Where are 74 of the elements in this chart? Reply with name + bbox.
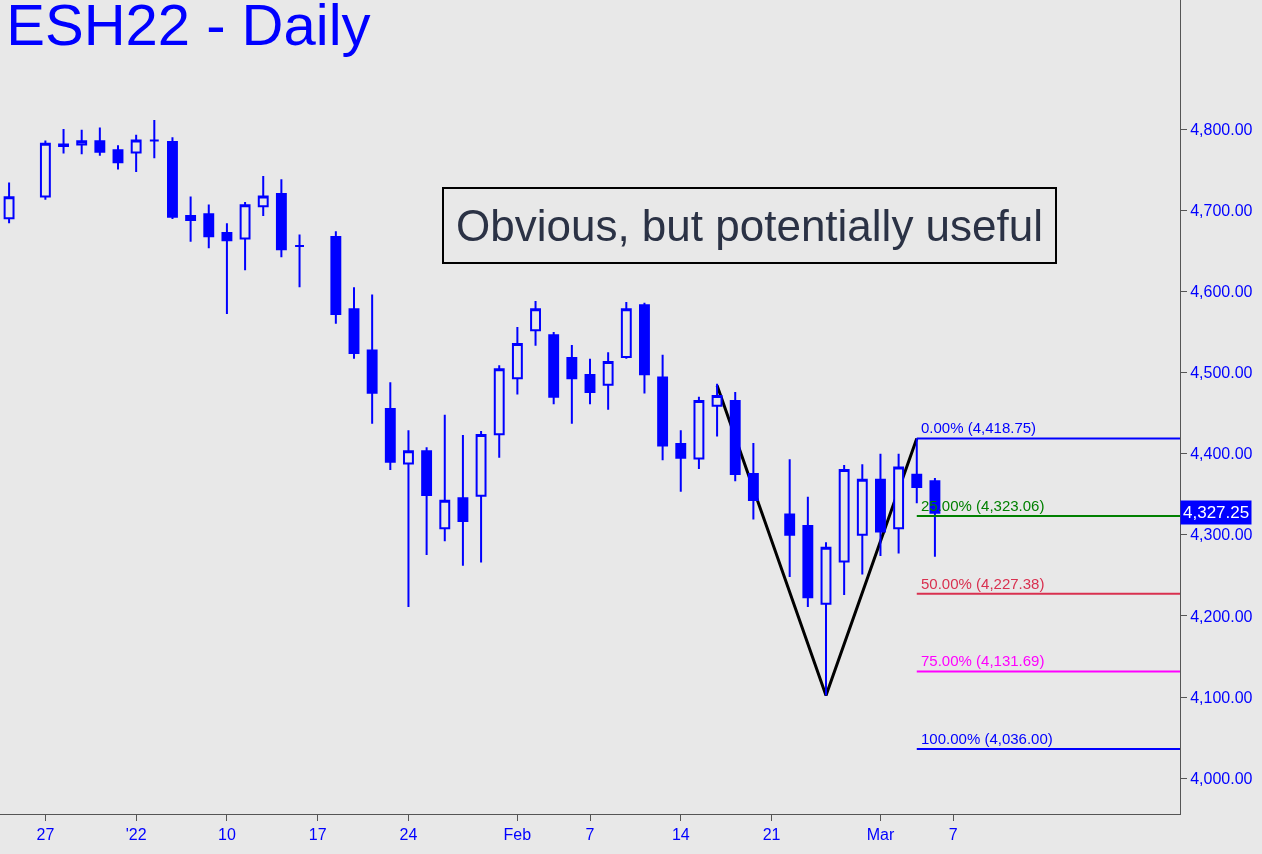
y-tick-label: 4,000.00 bbox=[1190, 769, 1253, 787]
ref-line-label: 50.00% (4,227.38) bbox=[921, 575, 1045, 592]
candlestick bbox=[403, 429, 414, 609]
candlestick bbox=[76, 128, 88, 156]
candlestick bbox=[893, 452, 905, 555]
candlestick bbox=[330, 230, 342, 325]
x-tick-label: 21 bbox=[762, 826, 781, 844]
candlestick bbox=[130, 133, 142, 174]
y-tick-label: 4,200.00 bbox=[1190, 607, 1253, 625]
candlestick bbox=[511, 326, 523, 396]
candlestick bbox=[475, 429, 487, 564]
text: 4,327.25 bbox=[1183, 503, 1250, 522]
candlestick bbox=[747, 442, 759, 521]
candlestick bbox=[112, 144, 124, 171]
candlestick bbox=[802, 495, 814, 609]
candlestick bbox=[856, 463, 868, 576]
candlestick bbox=[421, 446, 433, 557]
candlestick bbox=[620, 300, 632, 360]
candlestick bbox=[820, 541, 832, 697]
y-tick-label: 4,400.00 bbox=[1190, 445, 1253, 463]
candlestick bbox=[58, 128, 69, 155]
candlestick bbox=[39, 139, 51, 201]
candlestick bbox=[148, 119, 160, 160]
candlestick bbox=[275, 178, 287, 259]
ref-line-label: 0.00% (4,418.75) bbox=[921, 419, 1037, 436]
candlestick bbox=[693, 395, 705, 471]
candlestick bbox=[384, 381, 396, 471]
candlestick bbox=[203, 203, 215, 250]
ref-line-label: 100.00% (4,036.00) bbox=[921, 730, 1053, 747]
x-tick-label: '22 bbox=[125, 826, 147, 844]
candlestick bbox=[493, 364, 505, 459]
candlestick bbox=[711, 382, 723, 438]
candlestick bbox=[94, 126, 106, 157]
y-tick-label: 4,600.00 bbox=[1190, 282, 1253, 300]
candlestick bbox=[257, 175, 269, 217]
candlestick bbox=[185, 195, 197, 243]
x-tick-label: 7 bbox=[585, 826, 595, 844]
candlestick bbox=[348, 286, 360, 360]
y-tick-label: 4,100.00 bbox=[1190, 688, 1253, 706]
x-tick-label: 24 bbox=[399, 826, 418, 844]
candlestick bbox=[584, 357, 596, 406]
candlestick bbox=[548, 330, 560, 406]
x-tick-label: 10 bbox=[218, 826, 236, 844]
y-tick-label: 4,500.00 bbox=[1190, 364, 1253, 382]
x-tick-label: 27 bbox=[36, 826, 55, 844]
candlestick bbox=[675, 429, 687, 493]
candlestick bbox=[294, 233, 305, 289]
candlestick bbox=[439, 413, 451, 543]
ref-line-label: 75.00% (4,131.69) bbox=[921, 652, 1045, 669]
x-tick-label: Mar bbox=[866, 826, 895, 844]
candlestick bbox=[3, 181, 15, 225]
y-tick-label: 4,700.00 bbox=[1190, 201, 1253, 219]
x-tick-label: 17 bbox=[308, 826, 327, 844]
annotation: Obvious, but potentially useful bbox=[456, 201, 1044, 250]
candlestick bbox=[657, 353, 669, 462]
candlestick bbox=[167, 136, 178, 221]
chart-title: ESH22 - Daily bbox=[6, 0, 371, 57]
candlestick bbox=[566, 343, 578, 425]
candlestick bbox=[875, 452, 886, 557]
y-tick-label: 4,800.00 bbox=[1190, 120, 1253, 138]
candlestick bbox=[366, 293, 378, 425]
x-tick-label: 7 bbox=[948, 826, 958, 844]
candlestick bbox=[784, 458, 796, 579]
candlestick bbox=[239, 201, 251, 272]
candlestick bbox=[602, 351, 614, 411]
candlestick bbox=[639, 301, 650, 395]
candlestick bbox=[221, 222, 233, 316]
x-tick-label: Feb bbox=[503, 826, 532, 844]
candlestick bbox=[838, 464, 850, 596]
x-tick-label: 14 bbox=[671, 826, 690, 844]
candlestick bbox=[457, 434, 469, 567]
candlestick bbox=[729, 390, 741, 483]
candlestick bbox=[530, 300, 541, 347]
y-tick-label: 4,300.00 bbox=[1190, 526, 1253, 544]
